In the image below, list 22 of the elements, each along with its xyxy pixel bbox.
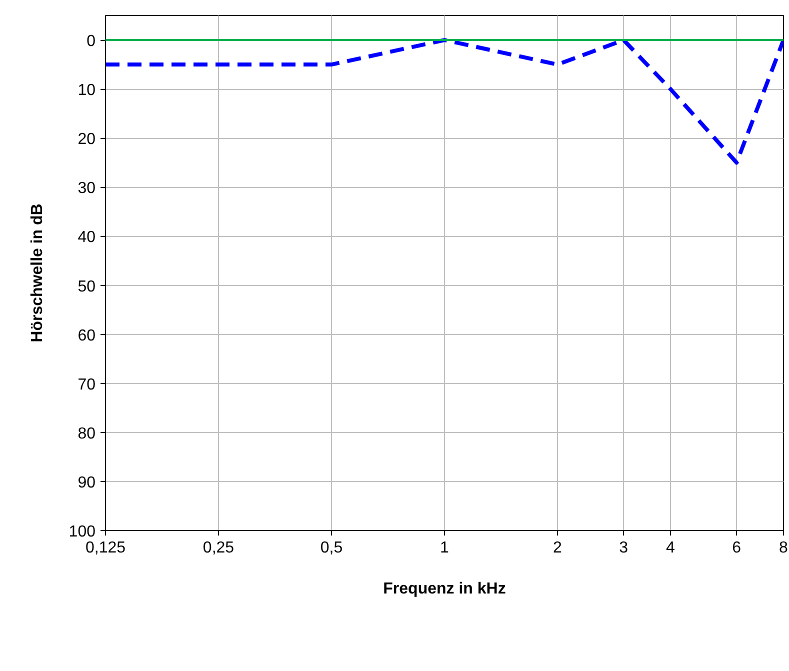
x-tick-label: 8 xyxy=(779,540,788,556)
x-tick-label: 4 xyxy=(666,540,676,556)
y-tick-label: 60 xyxy=(78,327,96,344)
y-axis-title: Hörschwelle in dB xyxy=(28,204,46,342)
y-tick-label: 70 xyxy=(78,376,96,394)
y-tick-label: 10 xyxy=(78,82,96,100)
x-tick-label: 2 xyxy=(553,540,562,556)
x-axis-title: Frequenz in kHz xyxy=(383,580,506,598)
x-tick-label: 1 xyxy=(440,540,450,556)
y-tick-label: 0 xyxy=(86,33,96,50)
y-tick-label: 80 xyxy=(78,425,96,442)
y-tick-label: 50 xyxy=(78,278,96,296)
y-tick-label: 100 xyxy=(68,524,96,540)
y-tick-label: 40 xyxy=(78,229,96,246)
y-tick-label: 20 xyxy=(78,131,96,148)
x-tick-label: 3 xyxy=(619,540,628,556)
y-tick-label: 30 xyxy=(78,180,96,198)
y-tick-label: 90 xyxy=(78,474,96,492)
x-tick-label: 0,5 xyxy=(320,540,343,556)
x-tick-label: 0,125 xyxy=(85,540,126,556)
x-tick-label: 6 xyxy=(732,540,742,556)
x-tick-label: 0,25 xyxy=(202,540,234,556)
